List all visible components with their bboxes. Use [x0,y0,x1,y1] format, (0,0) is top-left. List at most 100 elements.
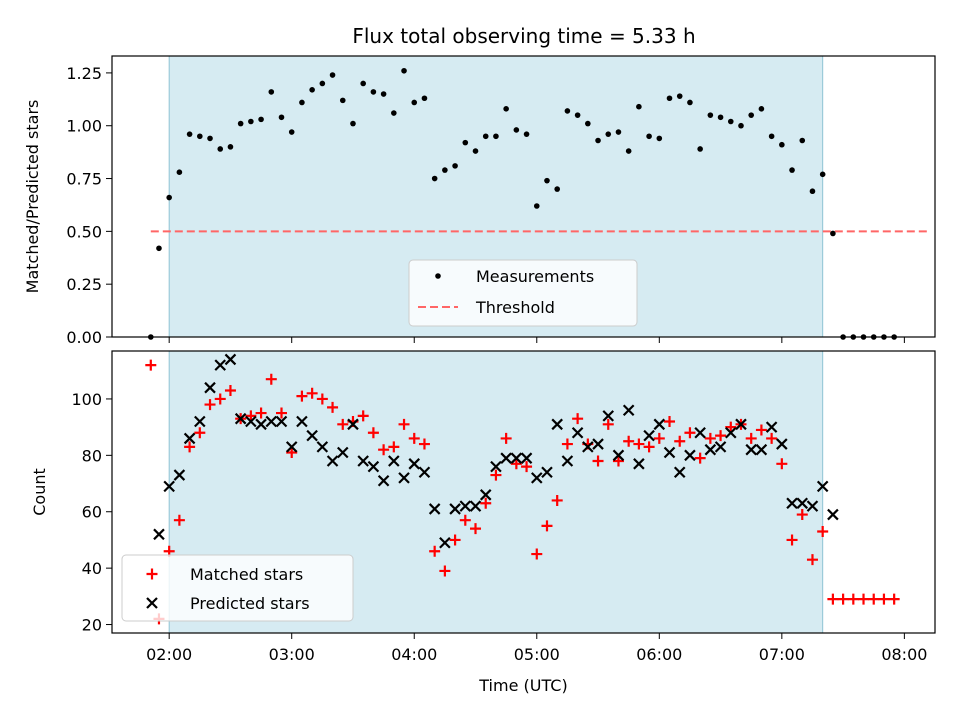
predicted-stars-point [725,427,737,439]
matched-stars-point [888,593,900,605]
matched-stars-point [276,407,288,419]
matched-stars-point [480,497,492,509]
predicted-stars-point [296,415,308,428]
measurement-point [564,108,571,114]
measurement-point [554,186,560,192]
predicted-stars-point [500,452,512,464]
measurement-point [799,137,806,144]
measurement-point [166,194,172,201]
x-tick-label: 04:00 [391,645,437,664]
measurement-point [258,116,264,123]
predicted-stars-point [357,455,369,467]
predicted-stars-point [704,443,717,456]
matched-stars-point [745,432,757,444]
x-tick-label: 03:00 [269,645,315,664]
matched-stars-point [470,523,482,535]
legend-threshold-label: Threshold [475,298,555,317]
matched-stars-point [694,452,706,464]
predicted-stars-point [765,421,778,433]
matched-stars-point [521,461,533,473]
measurement-point [217,146,224,152]
measurement-point [207,135,213,142]
matched-stars-point [612,455,624,467]
predicted-stars-point [265,415,278,428]
matched-stars-point [214,393,226,405]
predicted-stars-point [745,443,757,456]
measurement-point [738,122,744,129]
matched-stars-point [674,435,686,447]
matched-stars-point [755,424,767,436]
top-x-axis [168,337,905,343]
measurement-point [268,89,275,95]
predicted-stars-point [827,508,839,521]
predicted-stars-point [479,489,492,501]
bottom-legend: Matched stars Predicted stars [121,554,354,622]
predicted-stars-point [428,503,441,515]
x-tick-label: 02:00 [146,645,192,664]
predicted-stars-point [173,469,186,481]
matched-stars-point [204,399,216,411]
y-tick-label: 40 [82,559,102,578]
predicted-stars-point [214,359,227,371]
measurement-point [452,163,458,169]
bottom-legend-box [121,554,354,622]
y-tick-label: 1.25 [66,64,102,83]
matched-stars-point [551,494,563,506]
legend-plus-glyph [146,568,158,580]
predicted-stars-point [673,466,686,479]
matched-stars-point [817,525,829,537]
bottom-y-axis-label: Count [30,468,49,516]
matched-stars-point [378,444,390,456]
legend-predicted-marker [146,597,158,609]
bottom-plot-frame [111,350,936,634]
predicted-stars-point [592,438,604,450]
matched-stars-point [418,438,430,450]
predicted-stars-point [714,441,727,453]
predicted-stars-point [449,503,461,515]
matched-stars-point [245,410,257,422]
matched-stars-point [715,430,727,442]
y-tick-label: 60 [82,503,102,522]
measurement-point [309,87,315,93]
bottom-x-axis: 02:00 03:00 04:00 05:00 06:00 07:00 08:00 [146,633,927,664]
matched-stars-point [878,593,890,605]
y-tick-label: 0.00 [66,328,102,347]
matched-stars-point [541,520,553,532]
predicted-stars-point [163,480,175,493]
predicted-stars-point [234,412,247,425]
measurement-point [523,131,530,137]
predicted-stars-point [204,381,216,394]
matched-stars-point [572,413,584,425]
matched-stars-point [847,593,859,605]
measurement-point [370,89,377,95]
matched-stars-point [327,401,339,413]
matched-stars-point [306,387,318,399]
measurement-point [176,169,183,176]
predicted-stars-point [336,446,349,459]
matched-stars-point [408,432,420,444]
y-tick-label: 0.75 [66,170,102,189]
y-tick-label: 20 [82,616,102,635]
matched-stars-point [858,593,870,605]
measurement-point [237,120,244,127]
measurement-point [350,120,356,127]
matched-stars-point [398,418,410,430]
bottom-panel: 20 40 60 80 100 02:00 03:00 04:00 05:00 06:00 07:… [30,350,936,695]
matched-stars-point [194,427,206,439]
measurement-point [687,99,693,106]
predicted-stars-point [285,441,298,453]
measurement-point [697,146,703,152]
measurement-point [329,72,336,78]
predicted-stars-point [816,480,829,493]
predicted-stars-point [377,474,390,487]
measurement-point [197,133,203,140]
matched-stars-point [561,438,573,450]
predicted-stars-point [571,427,584,439]
measurement-point [666,95,673,102]
matched-stars-point [429,545,441,557]
matched-stars-point [592,455,604,467]
predicted-stars-point [459,500,472,512]
legend-measurements-marker [435,273,441,279]
measurement-point [360,80,366,87]
